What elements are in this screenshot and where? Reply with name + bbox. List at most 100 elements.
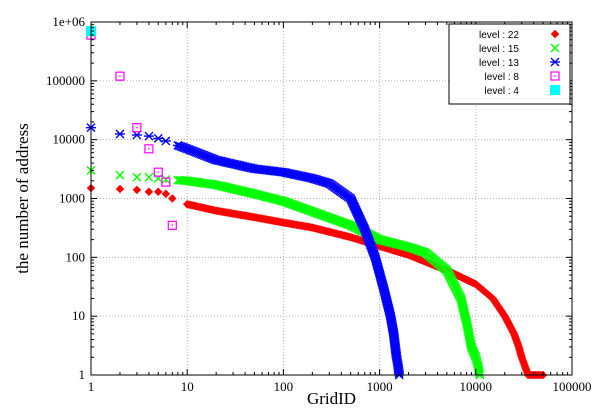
marker-stroke	[472, 356, 482, 366]
marker-stroke	[404, 242, 414, 252]
marker-stroke	[396, 240, 406, 250]
y-tick-label: 10000	[53, 132, 86, 147]
legend-label: level : 4	[485, 86, 520, 97]
marker-dot	[171, 224, 173, 227]
legend-marker	[550, 57, 560, 67]
data-point	[161, 175, 171, 185]
marker-stroke	[266, 193, 276, 203]
data-point	[144, 144, 154, 154]
marker-stroke	[376, 235, 386, 245]
marker-stroke	[379, 236, 389, 246]
marker-dot	[157, 171, 159, 173]
data-point	[144, 187, 154, 197]
data-point	[394, 368, 405, 378]
marker-dot	[136, 126, 138, 129]
marker-dot	[119, 75, 121, 77]
marker-stroke	[466, 340, 476, 350]
marker-stroke	[267, 193, 277, 203]
marker-stroke	[277, 196, 287, 206]
marker-stroke	[251, 189, 261, 199]
marker-stroke	[248, 188, 258, 198]
data-point	[132, 172, 142, 182]
marker-stroke	[394, 240, 404, 250]
data-point	[160, 136, 171, 146]
y-tick-label: 1e+06	[52, 14, 85, 29]
marker-stroke	[411, 245, 421, 255]
legend-label: level : 22	[479, 30, 519, 41]
marker-stroke	[384, 237, 394, 247]
marker-stroke	[383, 237, 393, 247]
marker-stroke	[378, 235, 388, 245]
x-tick-label: 100	[274, 379, 294, 394]
data-point	[115, 170, 125, 180]
marker-stroke	[254, 190, 264, 200]
marker-stroke	[550, 43, 560, 53]
marker-dot	[148, 148, 150, 150]
data-point	[161, 177, 171, 187]
marker-stroke	[274, 195, 284, 205]
legend-label: level : 13	[479, 58, 519, 69]
marker-box	[115, 71, 125, 81]
marker-stroke	[474, 368, 484, 378]
y-tick-label: 100	[66, 249, 86, 264]
marker-stroke	[144, 172, 154, 182]
data-point	[153, 187, 163, 197]
marker-stroke	[256, 190, 266, 200]
y-tick-label: 1000	[59, 191, 85, 206]
marker-stroke	[417, 247, 427, 257]
data-point	[167, 194, 177, 203]
legend-marker	[550, 71, 560, 81]
y-tick-label: 100000	[46, 73, 85, 88]
data-point	[115, 184, 125, 194]
y-axis-title: the number of address	[13, 123, 32, 274]
series-level-8	[86, 30, 177, 230]
data-point	[131, 130, 142, 140]
y-tick-label: 10	[72, 308, 85, 323]
marker-stroke	[474, 367, 484, 377]
series-layer	[86, 26, 548, 380]
x-tick-label: 100000	[553, 379, 592, 394]
marker-stroke	[471, 354, 481, 364]
legend-box	[448, 23, 571, 105]
marker-stroke	[416, 246, 426, 256]
marker-box	[153, 167, 163, 177]
tick-layer: 1 10 100 1000 10000 100000 1 10 100 1000 10000 1000…	[46, 14, 592, 394]
data-point	[153, 173, 163, 183]
data-point	[144, 172, 154, 182]
data-point	[167, 220, 177, 230]
marker-dot	[554, 75, 556, 77]
marker-stroke	[413, 245, 423, 255]
y-tick-label: 1	[79, 367, 86, 382]
data-point	[115, 71, 125, 81]
data-point	[132, 123, 142, 133]
marker-stroke	[389, 238, 399, 248]
x-tick-label: 10000	[460, 379, 493, 394]
data-point	[474, 367, 484, 377]
data-point	[114, 129, 125, 139]
data-point	[132, 185, 142, 195]
series-level-13	[86, 123, 405, 380]
data-point	[153, 167, 163, 177]
marker-stroke	[262, 192, 272, 202]
marker-stroke	[381, 236, 391, 246]
marker-stroke	[472, 358, 482, 368]
marker-box	[132, 123, 142, 133]
marker-stroke	[465, 337, 475, 347]
marker-stroke	[386, 237, 396, 247]
marker-stroke	[400, 241, 410, 251]
marker-stroke	[269, 194, 279, 204]
marker-stroke	[392, 239, 402, 249]
marker-stroke	[473, 360, 483, 370]
data-point	[474, 368, 484, 378]
x-tick-label: 1000	[367, 379, 393, 394]
marker-box	[161, 177, 171, 187]
x-tick-label: 1	[88, 379, 95, 394]
data-point	[143, 131, 154, 141]
grid-layer	[91, 22, 572, 375]
marker-stroke	[261, 192, 271, 202]
legend-label: level : 15	[479, 44, 519, 55]
marker-stroke	[270, 194, 280, 204]
marker-stroke	[399, 241, 409, 251]
marker-stroke	[161, 175, 171, 185]
marker-stroke	[249, 189, 259, 199]
